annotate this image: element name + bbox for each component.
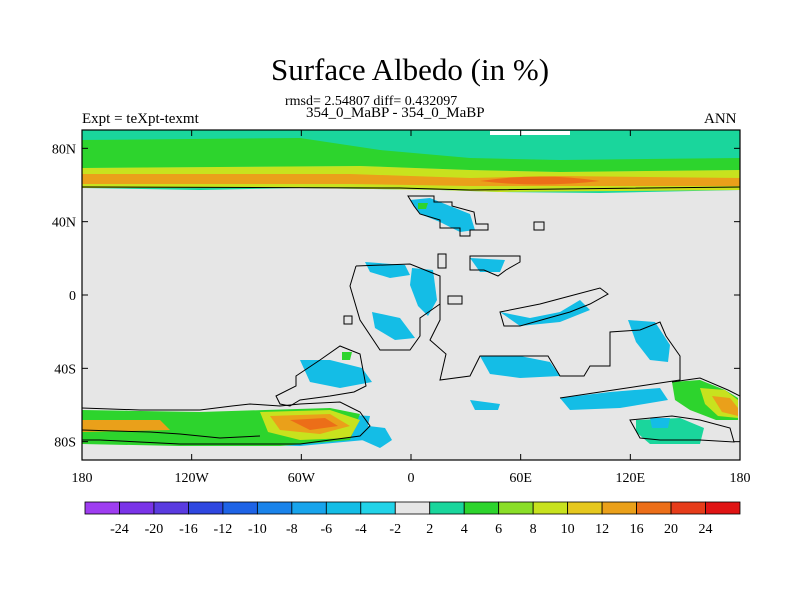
colorbar-swatch xyxy=(636,501,672,515)
field-tropics-cyan-2 xyxy=(410,268,437,316)
x-tick-label: 180 xyxy=(72,471,93,486)
field-tropics-cyan-5 xyxy=(500,300,590,326)
colorbar-label: 20 xyxy=(664,522,678,537)
field-tropics-green-1 xyxy=(342,352,352,360)
colorbar-label: 24 xyxy=(699,522,713,537)
colorbar-swatch xyxy=(601,501,637,515)
field-europe-green xyxy=(418,203,428,209)
y-tick-label: 0 xyxy=(69,289,76,304)
field-north-darkorange xyxy=(480,176,600,185)
comparison-label: 354_0_MaBP - 354_0_MaBP xyxy=(306,105,485,121)
colorbar-label: 8 xyxy=(530,522,537,537)
y-tick-label: 40N xyxy=(52,216,76,231)
colorbar-swatch xyxy=(153,501,189,515)
colorbar-swatch xyxy=(222,501,258,515)
colorbar-swatch xyxy=(325,501,362,515)
colorbar-swatch xyxy=(463,501,500,515)
y-tick-label: 80S xyxy=(54,436,76,451)
colorbar-swatch xyxy=(429,501,465,515)
field-north-orange-2 xyxy=(82,174,200,181)
field-tropics-cyan-7 xyxy=(300,360,372,388)
season-label: ANN xyxy=(704,111,737,127)
field-southeast-orange xyxy=(712,396,738,416)
field-tropics-cyan-4 xyxy=(470,258,505,272)
field-tropics-cyan-11 xyxy=(470,400,500,410)
colorbar-label: 6 xyxy=(495,522,502,537)
coastlines xyxy=(82,186,740,445)
colorbar-label: -10 xyxy=(248,522,267,537)
y-tick-label: 40S xyxy=(54,362,76,377)
x-tick-label: 180 xyxy=(730,471,751,486)
field-tropics-cyan-10 xyxy=(560,388,668,410)
colorbar-label: 12 xyxy=(595,522,609,537)
x-tick-label: 120E xyxy=(616,471,646,486)
field-tropics-cyan-3 xyxy=(372,312,415,340)
x-tick-label: 60E xyxy=(509,471,532,486)
chart-title: Surface Albedo (in %) xyxy=(270,52,550,87)
colorbar-swatch xyxy=(119,501,155,515)
colorbar-label: 16 xyxy=(630,522,644,537)
x-tick-label: 0 xyxy=(408,471,415,486)
colorbar-swatch xyxy=(567,501,603,515)
colorbar-label: 10 xyxy=(561,522,575,537)
colorbar-swatch xyxy=(394,501,431,515)
field-tropics-cyan-8 xyxy=(360,425,392,448)
y-tick-label: 80N xyxy=(52,142,76,157)
x-tick-label: 60W xyxy=(288,471,316,486)
colorbar-swatch xyxy=(360,501,396,515)
colorbar-swatch xyxy=(532,501,569,515)
colorbar-label: -24 xyxy=(110,522,129,537)
colorbar-label: 4 xyxy=(461,522,468,537)
colorbar-label: -6 xyxy=(320,522,332,537)
colorbar-swatch xyxy=(84,501,120,515)
colorbar-label: -2 xyxy=(389,522,401,537)
field-southeast-cyan-2 xyxy=(650,418,670,428)
colorbar-swatch xyxy=(670,501,706,515)
field-south-orange xyxy=(82,414,350,434)
colorbar-label: -12 xyxy=(214,522,233,537)
colorbar-swatch xyxy=(256,501,293,515)
field-arctic-green xyxy=(82,138,740,172)
colorbar-swatch xyxy=(291,501,327,515)
field-tropics-cyan-1 xyxy=(365,262,410,278)
field-tropics-cyan-6 xyxy=(480,356,560,378)
colorbar-label: 2 xyxy=(426,522,433,537)
experiment-label: Expt = teXpt-texmt xyxy=(82,111,199,127)
colorbar-label: -8 xyxy=(286,522,298,537)
colorbar-swatch xyxy=(498,501,534,515)
field-arctic-white-strip xyxy=(490,131,570,135)
x-tick-label: 120W xyxy=(175,471,210,486)
colorbar-label: -20 xyxy=(145,522,164,537)
stats-line: rmsd= 2.54807 diff= 0.432097 xyxy=(285,94,458,109)
colorbar-label: -16 xyxy=(179,522,198,537)
colorbar-label: -4 xyxy=(355,522,367,537)
field-south-darkorange xyxy=(290,418,338,430)
colorbar-swatch xyxy=(705,501,741,515)
colorbar-swatch xyxy=(188,501,224,515)
